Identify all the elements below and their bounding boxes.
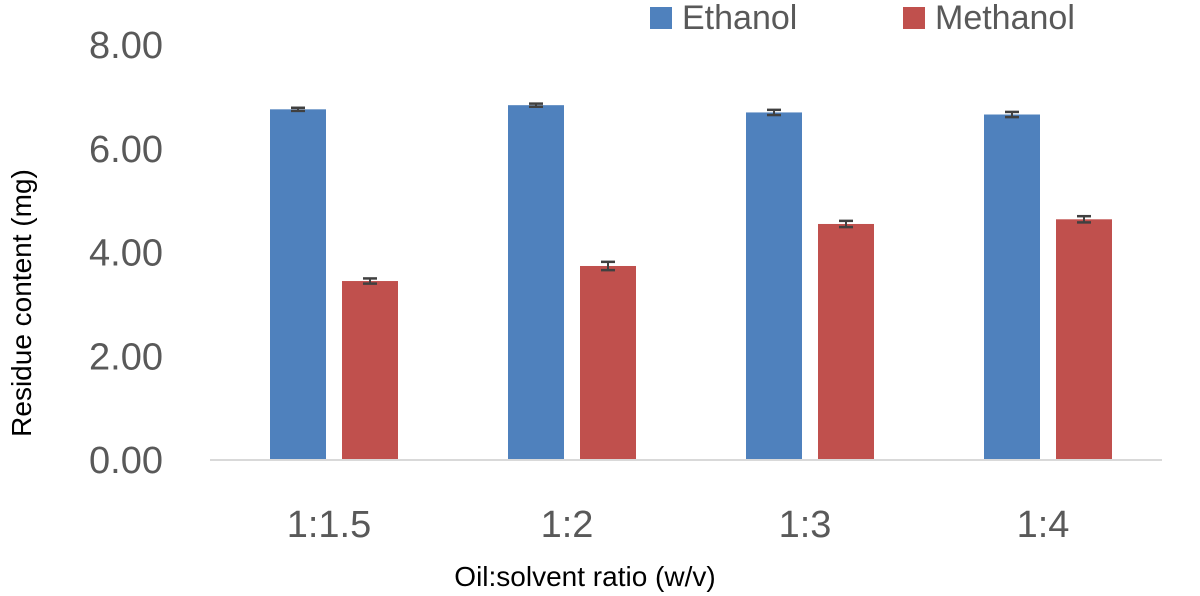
legend-item-ethanol: Ethanol — [650, 0, 798, 37]
legend-label-ethanol: Ethanol — [682, 0, 798, 37]
bar-methanol-4 — [1056, 219, 1112, 460]
x-axis-label: Oil:solvent ratio (w/v) — [454, 561, 716, 592]
legend-item-methanol: Methanol — [903, 0, 1075, 37]
y-tick-label: 0.00 — [89, 440, 163, 482]
bar-ethanol-3 — [746, 112, 802, 460]
y-tick-label: 2.00 — [89, 336, 163, 378]
x-tick-label: 1:3 — [779, 504, 832, 546]
y-tick-label: 4.00 — [89, 233, 163, 275]
bar-methanol-1 — [342, 281, 398, 460]
legend-swatch-methanol — [903, 7, 925, 29]
legend-swatch-ethanol — [650, 7, 672, 29]
bar-methanol-2 — [580, 265, 636, 460]
x-tick-label: 1:1.5 — [287, 504, 372, 546]
bar-ethanol-1 — [270, 109, 326, 460]
y-tick-label: 6.00 — [89, 129, 163, 171]
y-axis-label: Residue content (mg) — [6, 169, 37, 437]
bar-ethanol-2 — [508, 105, 564, 461]
x-tick-label: 1:4 — [1017, 504, 1070, 546]
legend-label-methanol: Methanol — [935, 0, 1075, 37]
y-tick-label: 8.00 — [89, 25, 163, 67]
bar-ethanol-4 — [984, 114, 1040, 460]
x-tick-label: 1:2 — [541, 504, 594, 546]
bar-methanol-3 — [818, 223, 874, 460]
